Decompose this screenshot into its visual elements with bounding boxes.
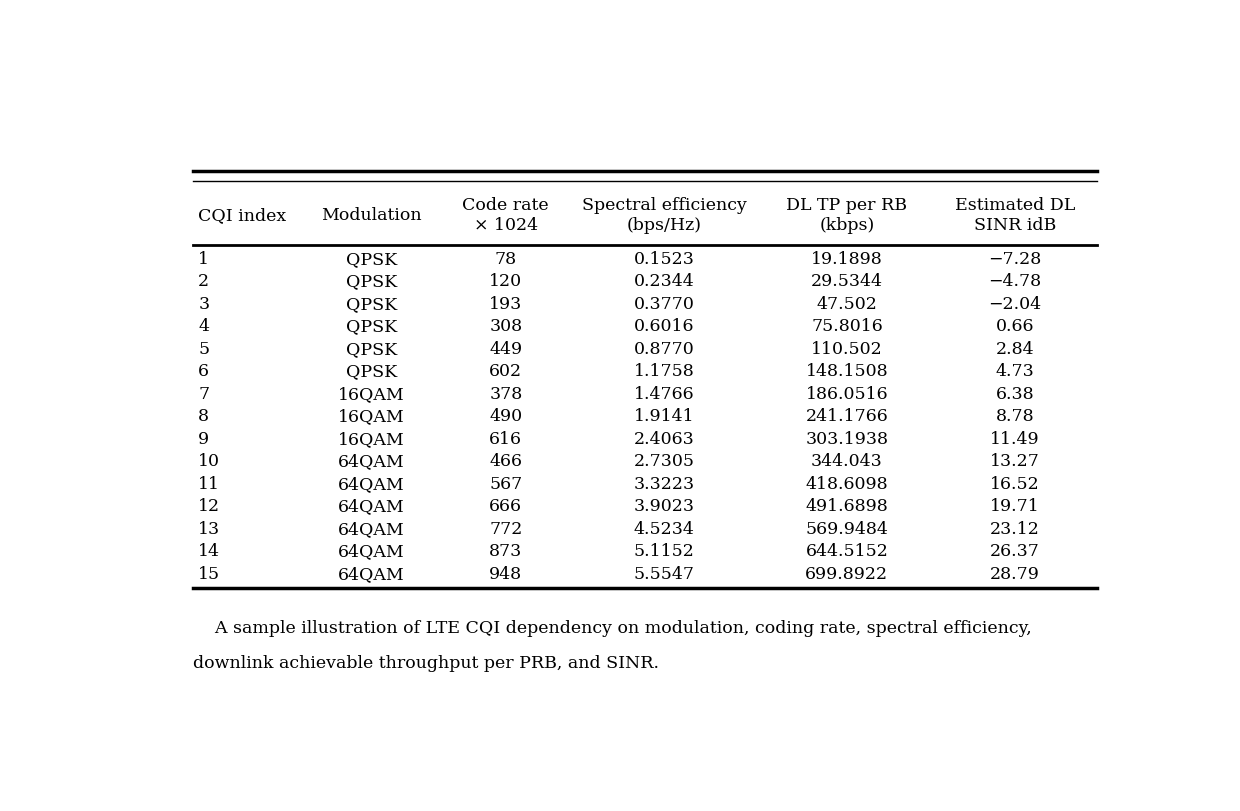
Text: 29.5344: 29.5344: [811, 273, 883, 290]
Text: 699.8922: 699.8922: [805, 565, 889, 582]
Text: QPSK: QPSK: [346, 341, 397, 358]
Text: 0.66: 0.66: [996, 318, 1034, 335]
Text: 64QAM: 64QAM: [337, 498, 404, 515]
Text: 6.38: 6.38: [996, 385, 1034, 402]
Text: 2: 2: [198, 273, 210, 290]
Text: 0.3770: 0.3770: [634, 295, 694, 312]
Text: 3.3223: 3.3223: [634, 475, 694, 492]
Text: 26.37: 26.37: [991, 543, 1040, 560]
Text: Estimated DL
SINR idB: Estimated DL SINR idB: [955, 197, 1075, 234]
Text: 3.9023: 3.9023: [634, 498, 694, 515]
Text: 16.52: 16.52: [991, 475, 1040, 492]
Text: −2.04: −2.04: [988, 295, 1042, 312]
Text: 0.1523: 0.1523: [634, 251, 694, 268]
Text: 1.1758: 1.1758: [634, 363, 694, 380]
Text: A sample illustration of LTE CQI dependency on modulation, coding rate, spectral: A sample illustration of LTE CQI depende…: [193, 620, 1032, 637]
Text: 567: 567: [489, 475, 522, 492]
Text: 418.6098: 418.6098: [806, 475, 888, 492]
Text: 569.9484: 569.9484: [806, 521, 888, 538]
Text: 5.5547: 5.5547: [634, 565, 694, 582]
Text: 47.502: 47.502: [816, 295, 878, 312]
Text: 0.6016: 0.6016: [634, 318, 694, 335]
Text: −7.28: −7.28: [988, 251, 1042, 268]
Text: 2.4063: 2.4063: [634, 431, 694, 448]
Text: 19.71: 19.71: [991, 498, 1040, 515]
Text: 11.49: 11.49: [991, 431, 1040, 448]
Text: 64QAM: 64QAM: [337, 453, 404, 470]
Text: 12: 12: [198, 498, 221, 515]
Text: 308: 308: [490, 318, 522, 335]
Text: 15: 15: [198, 565, 221, 582]
Text: 64QAM: 64QAM: [337, 543, 404, 560]
Text: 16QAM: 16QAM: [337, 431, 404, 448]
Text: 466: 466: [490, 453, 522, 470]
Text: 28.79: 28.79: [991, 565, 1040, 582]
Text: 64QAM: 64QAM: [337, 565, 404, 582]
Text: 5: 5: [198, 341, 210, 358]
Text: 873: 873: [489, 543, 522, 560]
Text: 4.73: 4.73: [996, 363, 1034, 380]
Text: 13.27: 13.27: [991, 453, 1040, 470]
Text: 10: 10: [198, 453, 221, 470]
Text: 344.043: 344.043: [811, 453, 883, 470]
Text: QPSK: QPSK: [346, 295, 397, 312]
Text: Spectral efficiency
(bps/Hz): Spectral efficiency (bps/Hz): [582, 197, 746, 234]
Text: CQI index: CQI index: [198, 207, 286, 224]
Text: 148.1508: 148.1508: [806, 363, 888, 380]
Text: 193: 193: [489, 295, 522, 312]
Text: 78: 78: [495, 251, 517, 268]
Text: 1.4766: 1.4766: [634, 385, 694, 402]
Text: 120: 120: [490, 273, 522, 290]
Text: 491.6898: 491.6898: [806, 498, 888, 515]
Text: 9: 9: [198, 431, 210, 448]
Text: QPSK: QPSK: [346, 318, 397, 335]
Text: 0.2344: 0.2344: [634, 273, 694, 290]
Text: 4: 4: [198, 318, 210, 335]
Text: 948: 948: [490, 565, 522, 582]
Text: 186.0516: 186.0516: [806, 385, 888, 402]
Text: 490: 490: [490, 408, 522, 425]
Text: 449: 449: [490, 341, 522, 358]
Text: 11: 11: [198, 475, 221, 492]
Text: 2.84: 2.84: [996, 341, 1034, 358]
Text: 4.5234: 4.5234: [634, 521, 694, 538]
Text: 16QAM: 16QAM: [337, 408, 404, 425]
Text: QPSK: QPSK: [346, 363, 397, 380]
Text: QPSK: QPSK: [346, 273, 397, 290]
Text: 64QAM: 64QAM: [337, 475, 404, 492]
Text: 19.1898: 19.1898: [811, 251, 883, 268]
Text: 0.8770: 0.8770: [634, 341, 694, 358]
Text: 241.1766: 241.1766: [806, 408, 888, 425]
Text: 16QAM: 16QAM: [337, 385, 404, 402]
Text: 666: 666: [490, 498, 522, 515]
Text: 13: 13: [198, 521, 221, 538]
Text: 616: 616: [490, 431, 522, 448]
Text: downlink achievable throughput per PRB, and SINR.: downlink achievable throughput per PRB, …: [193, 654, 660, 671]
Text: 5.1152: 5.1152: [634, 543, 694, 560]
Text: DL TP per RB
(kbps): DL TP per RB (kbps): [786, 197, 908, 234]
Text: 7: 7: [198, 385, 210, 402]
Text: QPSK: QPSK: [346, 251, 397, 268]
Text: 110.502: 110.502: [811, 341, 883, 358]
Text: 2.7305: 2.7305: [634, 453, 694, 470]
Text: 644.5152: 644.5152: [806, 543, 888, 560]
Text: Code rate
× 1024: Code rate × 1024: [463, 197, 549, 234]
Text: 772: 772: [489, 521, 522, 538]
Text: 14: 14: [198, 543, 221, 560]
Text: 303.1938: 303.1938: [806, 431, 888, 448]
Text: 602: 602: [490, 363, 522, 380]
Text: 1: 1: [198, 251, 210, 268]
Text: 23.12: 23.12: [991, 521, 1040, 538]
Text: Modulation: Modulation: [321, 207, 422, 224]
Text: 3: 3: [198, 295, 210, 312]
Text: 378: 378: [489, 385, 522, 402]
Text: 6: 6: [198, 363, 210, 380]
Text: 8.78: 8.78: [996, 408, 1034, 425]
Text: −4.78: −4.78: [988, 273, 1042, 290]
Text: 75.8016: 75.8016: [811, 318, 883, 335]
Text: 1.9141: 1.9141: [634, 408, 694, 425]
Text: 8: 8: [198, 408, 210, 425]
Text: 64QAM: 64QAM: [337, 521, 404, 538]
